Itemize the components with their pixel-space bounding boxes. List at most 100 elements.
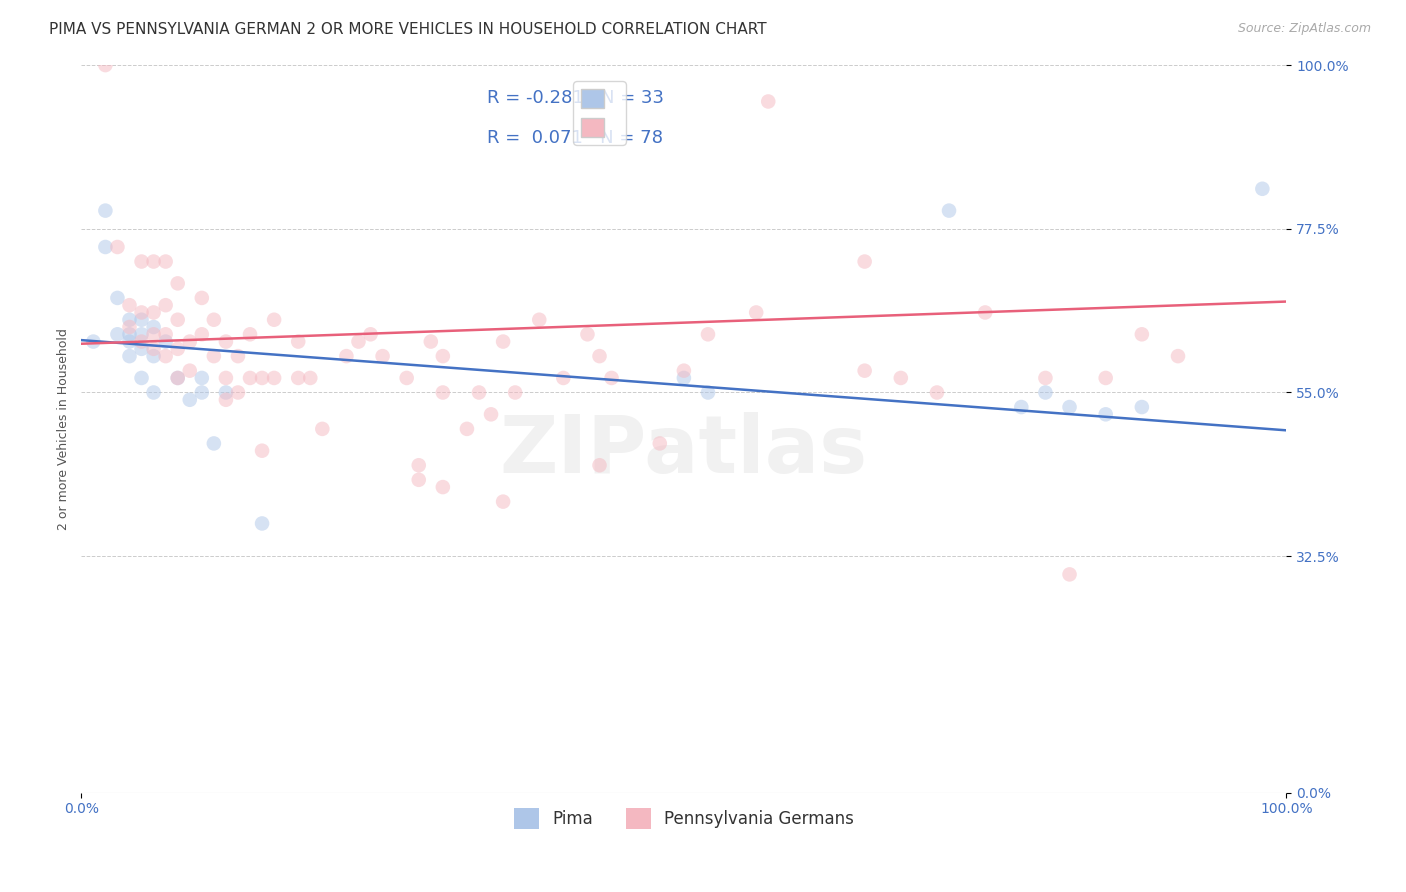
Point	[335, 349, 357, 363]
Point	[131, 371, 153, 385]
Point	[226, 385, 249, 400]
Point	[118, 334, 141, 349]
Point	[299, 371, 322, 385]
Point	[1167, 349, 1189, 363]
Point	[202, 436, 225, 450]
Point	[107, 327, 129, 342]
Point	[179, 334, 201, 349]
Point	[250, 371, 273, 385]
Point	[1251, 182, 1274, 196]
Point	[155, 254, 177, 268]
Point	[82, 334, 104, 349]
Point	[239, 327, 262, 342]
Text: ZIPatlas: ZIPatlas	[499, 412, 868, 490]
Point	[142, 385, 165, 400]
Point	[745, 305, 768, 319]
Point	[118, 320, 141, 334]
Point	[408, 473, 430, 487]
Point	[287, 371, 309, 385]
Point	[166, 371, 188, 385]
Point	[131, 342, 153, 356]
Point	[1059, 400, 1081, 414]
Point	[191, 385, 214, 400]
Point	[1010, 400, 1032, 414]
Point	[408, 458, 430, 473]
Point	[107, 240, 129, 254]
Point	[672, 371, 695, 385]
Point	[155, 334, 177, 349]
Point	[155, 327, 177, 342]
Point	[202, 349, 225, 363]
Point	[456, 422, 478, 436]
Point	[155, 298, 177, 312]
Point	[1094, 371, 1116, 385]
Point	[853, 364, 876, 378]
Point	[202, 312, 225, 326]
Point	[503, 385, 526, 400]
Point	[974, 305, 997, 319]
Point	[166, 277, 188, 291]
Point	[672, 364, 695, 378]
Point	[890, 371, 912, 385]
Point	[588, 349, 610, 363]
Point	[1035, 371, 1057, 385]
Y-axis label: 2 or more Vehicles in Household: 2 or more Vehicles in Household	[58, 328, 70, 530]
Point	[118, 312, 141, 326]
Point	[756, 95, 779, 109]
Point	[142, 342, 165, 356]
Legend: Pima, Pennsylvania Germans: Pima, Pennsylvania Germans	[508, 802, 860, 835]
Point	[166, 342, 188, 356]
Point	[1035, 385, 1057, 400]
Point	[1130, 400, 1153, 414]
Point	[94, 58, 117, 72]
Point	[166, 371, 188, 385]
Point	[492, 334, 515, 349]
Point	[94, 240, 117, 254]
Point	[576, 327, 599, 342]
Point	[239, 371, 262, 385]
Point	[118, 298, 141, 312]
Point	[263, 312, 285, 326]
Point	[250, 443, 273, 458]
Point	[142, 254, 165, 268]
Point	[226, 349, 249, 363]
Point	[419, 334, 441, 349]
Point	[697, 385, 720, 400]
Point	[1059, 567, 1081, 582]
Point	[131, 334, 153, 349]
Point	[492, 494, 515, 508]
Point	[1094, 407, 1116, 421]
Point	[311, 422, 333, 436]
Point	[142, 320, 165, 334]
Point	[432, 385, 454, 400]
Text: R = -0.281   N = 33: R = -0.281 N = 33	[488, 89, 665, 107]
Text: R =  0.071   N = 78: R = 0.071 N = 78	[488, 128, 664, 147]
Point	[432, 349, 454, 363]
Point	[1130, 327, 1153, 342]
Point	[553, 371, 575, 385]
Point	[529, 312, 551, 326]
Point	[468, 385, 491, 400]
Point	[371, 349, 394, 363]
Point	[142, 305, 165, 319]
Point	[395, 371, 418, 385]
Text: PIMA VS PENNSYLVANIA GERMAN 2 OR MORE VEHICLES IN HOUSEHOLD CORRELATION CHART: PIMA VS PENNSYLVANIA GERMAN 2 OR MORE VE…	[49, 22, 766, 37]
Point	[94, 203, 117, 218]
Point	[215, 385, 238, 400]
Point	[347, 334, 370, 349]
Point	[588, 458, 610, 473]
Point	[648, 436, 671, 450]
Point	[118, 327, 141, 342]
Point	[131, 327, 153, 342]
Point	[166, 312, 188, 326]
Point	[191, 371, 214, 385]
Point	[287, 334, 309, 349]
Point	[263, 371, 285, 385]
Point	[179, 364, 201, 378]
Point	[432, 480, 454, 494]
Point	[938, 203, 960, 218]
Text: Source: ZipAtlas.com: Source: ZipAtlas.com	[1237, 22, 1371, 36]
Point	[925, 385, 948, 400]
Point	[179, 392, 201, 407]
Point	[191, 291, 214, 305]
